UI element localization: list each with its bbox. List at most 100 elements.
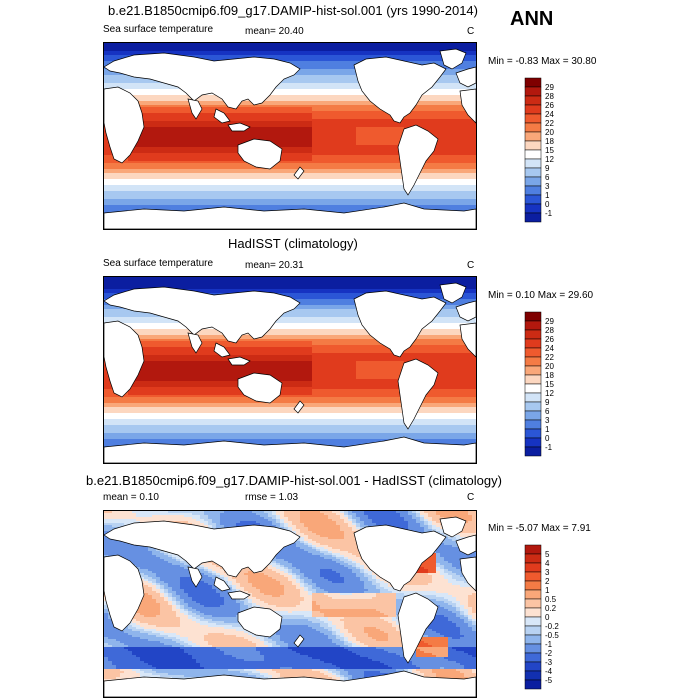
colorbar-swatch	[524, 652, 542, 663]
colorbar-swatch	[524, 329, 542, 340]
colorbar-swatch	[524, 419, 542, 430]
map-field	[104, 277, 476, 463]
continent-outline	[397, 358, 439, 430]
colorbar-tick-label: 20	[545, 362, 554, 371]
continent-outline	[455, 300, 476, 322]
map-field	[104, 511, 476, 697]
colorbar-tick-label: -3	[545, 658, 553, 667]
colorbar-swatch	[524, 661, 542, 672]
continent-outline	[227, 356, 251, 366]
continent-outline	[104, 320, 145, 398]
colorbar-swatch	[524, 104, 542, 115]
colorbar-swatch	[524, 580, 542, 591]
colorbar-tick-label: -1	[545, 640, 553, 649]
continent-outline	[353, 56, 447, 124]
colorbar-swatch	[524, 410, 542, 421]
colorbar-swatch	[524, 356, 542, 367]
continent-outline	[213, 576, 231, 592]
continent-outline	[104, 554, 145, 632]
colorbar-swatch	[524, 167, 542, 178]
panel3-title: b.e21.B1850cmip6.f09_g17.DAMIP-hist-sol.…	[86, 473, 502, 488]
continent-outline	[455, 534, 476, 556]
continent-outline	[293, 400, 305, 414]
colorbar-swatch	[524, 428, 542, 439]
colorbar-swatch	[524, 383, 542, 394]
colorbar-tick-label: 28	[545, 92, 554, 101]
colorbar-tick-label: 12	[545, 155, 554, 164]
colorbar-tick-label: 29	[545, 317, 554, 326]
panel2-units: C	[467, 260, 474, 271]
colorbar-swatch	[524, 634, 542, 645]
continent-outline	[439, 48, 467, 70]
panel3-mean: mean = 0.10	[103, 492, 159, 503]
colorbar-tick-label: 0	[545, 434, 550, 443]
colorbar-tick-label: 18	[545, 137, 554, 146]
colorbar-tick-label: 24	[545, 344, 554, 353]
continent-outline	[397, 124, 439, 196]
panel2-variable-label: Sea surface temperature	[103, 258, 213, 269]
colorbar-swatch	[524, 86, 542, 97]
colorbar-swatch	[524, 338, 542, 349]
colorbar-swatch	[524, 203, 542, 214]
continent-outline	[439, 516, 467, 538]
colorbar-tick-label: 15	[545, 380, 554, 389]
colorbar-tick-label: 18	[545, 371, 554, 380]
colorbar-tick-label: 12	[545, 389, 554, 398]
panel2-mean: mean= 20.31	[245, 260, 304, 271]
colorbar-tick-label: 5	[545, 550, 550, 559]
colorbar-swatch	[524, 562, 542, 573]
colorbar-tick-label: -1	[545, 443, 553, 452]
continent-outline	[104, 670, 476, 697]
colorbar-tick-label: 3	[545, 182, 550, 191]
season-label: ANN	[510, 8, 553, 31]
continent-outline	[455, 66, 476, 88]
colorbar-swatch	[524, 149, 542, 160]
panel1-variable-label: Sea surface temperature	[103, 24, 213, 35]
colorbar-tick-label: 22	[545, 353, 554, 362]
panel1-colorbar: 29 28 26 24 22 20 18 15 12 9 6 3 1 0 -1	[524, 77, 585, 224]
colorbar-swatch	[524, 77, 542, 88]
colorbar-tick-label: 0.2	[545, 604, 557, 613]
continent-outline	[227, 590, 251, 600]
colorbar-swatch	[524, 670, 542, 681]
continent-outline	[293, 166, 305, 180]
colorbar-tick-label: -4	[545, 667, 553, 676]
continent-outline	[104, 52, 301, 110]
colorbar-swatch	[524, 643, 542, 654]
continent-outline	[353, 524, 447, 592]
colorbar-swatch	[524, 212, 542, 223]
panel3-rmse: rmse = 1.03	[245, 492, 298, 503]
colorbar-swatch	[524, 158, 542, 169]
colorbar-tick-label: 2	[545, 577, 550, 586]
colorbar-tick-label: 26	[545, 335, 554, 344]
panel1-sst-map	[103, 42, 477, 230]
continent-outline	[439, 282, 467, 304]
colorbar-swatch	[524, 374, 542, 385]
colorbar-tick-label: 20	[545, 128, 554, 137]
colorbar-swatch	[524, 311, 542, 322]
colorbar-tick-label: 9	[545, 164, 550, 173]
colorbar-swatch	[524, 607, 542, 618]
panel3-difference-map	[103, 510, 477, 698]
continent-outline	[187, 98, 203, 120]
colorbar-tick-label: 24	[545, 110, 554, 119]
colorbar-swatch	[524, 176, 542, 187]
continent-outline	[459, 88, 476, 124]
colorbar-swatch	[524, 437, 542, 448]
colorbar-swatch	[524, 571, 542, 582]
continent-outline	[237, 606, 283, 638]
continent-outline	[213, 108, 231, 124]
colorbar-tick-label: -2	[545, 649, 553, 658]
colorbar-tick-label: -0.5	[545, 631, 559, 640]
continent-outline	[237, 372, 283, 404]
colorbar-swatch	[524, 401, 542, 412]
continent-outline	[104, 86, 145, 164]
colorbar-swatch	[524, 113, 542, 124]
colorbar-swatch	[524, 392, 542, 403]
continent-outline	[104, 520, 301, 578]
panel1-minmax: Min = -0.83 Max = 30.80	[488, 56, 596, 67]
colorbar-swatch	[524, 446, 542, 457]
colorbar-tick-label: 29	[545, 83, 554, 92]
panel1-mean: mean= 20.40	[245, 26, 304, 37]
colorbar-tick-label: 4	[545, 559, 550, 568]
